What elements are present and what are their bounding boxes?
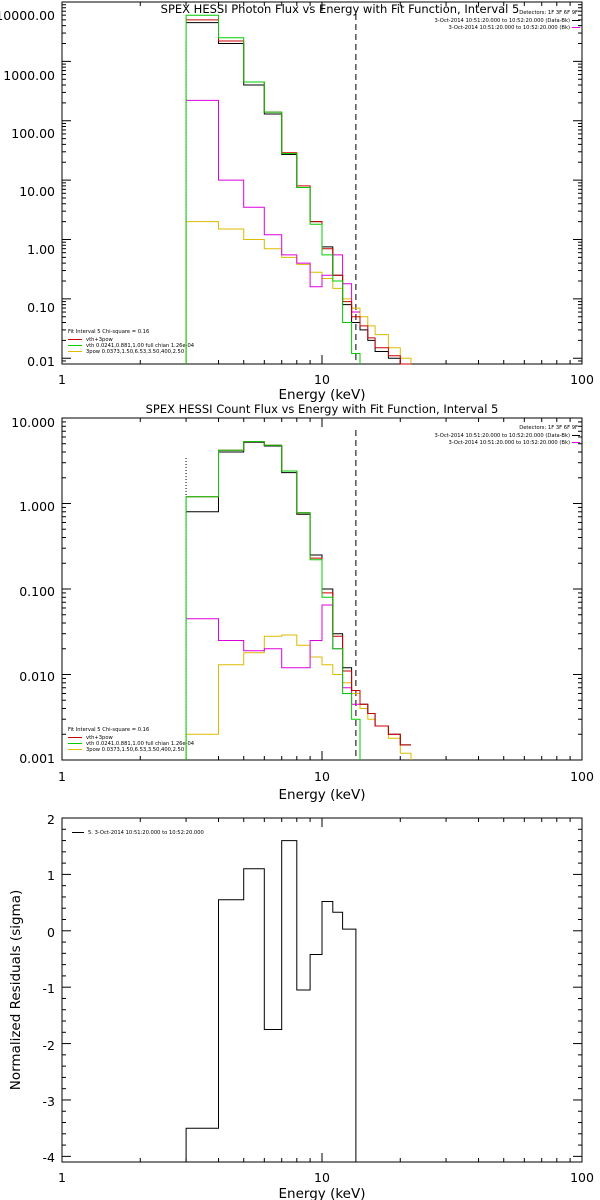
panel1-y-tick-label: 0.10: [27, 300, 55, 315]
panel1-legend-top: Detectors: 1F 3F 6F 9F 3-Oct-2014 10:51:…: [434, 10, 580, 31]
data-bk-histogram: [186, 22, 411, 365]
panel2-x-tick-label: 10: [314, 769, 330, 784]
panel2-x-tick-label: 100: [570, 769, 594, 784]
panel1-legend-vth: vth 0.0241,0.881,1.00 full chian 1.26e-0…: [86, 343, 195, 349]
panel3-x-tick-labels: 1 10 100: [58, 1170, 594, 1185]
panel2-y-tick-label: 0.100: [19, 584, 55, 599]
panel3-y-tick-label: 0: [47, 925, 55, 940]
panel1-plot-frame: [61, 1, 583, 365]
residuals-histogram: [185, 840, 357, 1162]
panel2-title: SPEX HESSI Count Flux vs Energy with Fit…: [146, 402, 499, 416]
panel2-y-tick-label: 0.010: [19, 669, 55, 684]
panel1-x-tick-labels: 1 10 100: [58, 372, 594, 387]
panel3-y-tick-label: -2: [43, 1038, 55, 1053]
panel1-tick-marks: [61, 1, 582, 365]
panel1-y-tick-label: 1.00: [27, 242, 55, 257]
panel1-legend-total: vth+3pow: [86, 337, 114, 343]
panel1-title: SPEX HESSI Photon Flux vs Energy with Fi…: [161, 2, 520, 16]
panel2-series: [185, 441, 412, 760]
panel3-x-tick-label: 10: [314, 1170, 330, 1185]
panel3-y-tick-label: 2: [47, 812, 55, 827]
panel3-y-axis-label: Normalized Residuals (sigma): [8, 890, 24, 1091]
panel3-x-tick-label: 100: [570, 1170, 594, 1185]
panel2-y-tick-label: 10.000: [11, 415, 55, 430]
panel1-y-tick-label: 100.00: [11, 126, 55, 141]
panel3-series: [185, 840, 357, 1162]
vth-3pow-histogram: [186, 441, 411, 746]
vth-histogram: [185, 441, 361, 760]
panel1-fit-range-lines: [185, 14, 357, 364]
panel2-legend-vth: vth 0.0241,0.881,1.00 full chian 1.26e-0…: [86, 741, 195, 747]
panel2-legend-total: vth+3pow: [86, 735, 114, 741]
panel2-x-tick-label: 1: [58, 769, 66, 784]
panel2-tick-marks: [61, 417, 582, 761]
panel1-y-tick-label: 10.00: [19, 184, 55, 199]
panel3-y-tick-label: 1: [47, 868, 55, 883]
panel3-plot-frame: [61, 817, 583, 1163]
photon-flux-panel: SPEX HESSI Photon Flux vs Energy with Fi…: [0, 1, 594, 403]
3pow-histogram: [185, 634, 412, 760]
panel3-y-tick-label: -3: [43, 1094, 55, 1109]
panel1-x-tick-label: 10: [314, 372, 330, 387]
panel1-x-tick-label: 1: [58, 372, 66, 387]
panel1-legend-bk: 3-Oct-2014 10:51:20.000 to 10:52:20.000 …: [449, 25, 570, 31]
residuals-panel: 2 1 0 -1 -2 -3 -4 1 10 100 Energy (keV) …: [8, 812, 594, 1200]
panel3-tick-marks: [61, 817, 582, 1162]
data-bk-histogram: [186, 441, 411, 746]
panel1-y-tick-labels: 10000.00 1000.00 100.00 10.00 1.00 0.10 …: [0, 8, 55, 369]
vth-3pow-histogram: [186, 19, 411, 365]
background-histogram: [186, 99, 360, 313]
panel2-y-tick-labels: 10.000 1.000 0.100 0.010 0.001: [11, 415, 55, 766]
background-histogram: [186, 604, 360, 705]
panel2-legend-top: Detectors: 1F 3F 6F 9F 3-Oct-2014 10:51:…: [434, 425, 580, 446]
panel2-fit-range-lines: [185, 430, 357, 760]
panel3-legend: 5. 3-Oct-2014 10:51:20.000 to 10:52:20.0…: [72, 830, 204, 836]
panel1-legend-fit-interval: Fit Interval 5 Chi-square = 0.16: [68, 329, 149, 335]
panel1-legend-detectors: Detectors: 1F 3F 6F 9F: [519, 10, 578, 16]
panel2-legend-data-bk: 3-Oct-2014 10:51:20.000 to 10:52:20.000 …: [434, 433, 570, 439]
panel1-y-tick-label: 1000.00: [3, 68, 55, 83]
panel2-legend-bottom: Fit Interval 5 Chi-square = 0.16 vth+3po…: [68, 727, 195, 753]
panel3-y-tick-label: -4: [43, 1150, 56, 1165]
panel3-y-tick-label: -1: [43, 981, 55, 996]
panel3-x-tick-label: 1: [58, 1170, 66, 1185]
panel1-x-tick-label: 100: [570, 372, 594, 387]
3pow-histogram: [185, 221, 412, 364]
panel2-x-tick-labels: 1 10 100: [58, 769, 594, 784]
panel2-legend-bk: 3-Oct-2014 10:51:20.000 to 10:52:20.000 …: [449, 440, 570, 446]
panel1-y-tick-label: 0.01: [27, 354, 55, 369]
panel3-y-tick-labels: 2 1 0 -1 -2 -3 -4: [43, 812, 56, 1165]
vth-histogram: [185, 14, 361, 364]
panel2-y-tick-label: 0.001: [19, 751, 55, 766]
panel1-y-tick-label: 10000.00: [0, 8, 55, 23]
panel1-legend-bottom: Fit Interval 5 Chi-square = 0.16 vth+3po…: [68, 329, 195, 355]
panel2-legend-3pow: 3pow 0.0373,1.50,6.53,3.50,400,2.50: [86, 747, 184, 753]
panel1-series: [185, 14, 412, 365]
count-flux-panel: SPEX HESSI Count Flux vs Energy with Fit…: [11, 402, 594, 803]
panel1-legend-data-bk: 3-Oct-2014 10:51:20.000 to 10:52:20.000 …: [434, 18, 570, 24]
panel2-y-tick-label: 1.000: [19, 499, 55, 514]
panel1-x-axis-label: Energy (keV): [279, 387, 366, 403]
panel1-legend-3pow: 3pow 0.0373,1.50,6.53,3.50,400,2.50: [86, 349, 184, 355]
panel2-legend-detectors: Detectors: 1F 3F 6F 9F: [519, 425, 578, 431]
panel3-legend-text: 5. 3-Oct-2014 10:51:20.000 to 10:52:20.0…: [88, 830, 204, 836]
panel2-legend-fit-interval: Fit Interval 5 Chi-square = 0.16: [68, 727, 149, 733]
panel2-x-axis-label: Energy (keV): [279, 787, 366, 803]
panel3-x-axis-label: Energy (keV): [279, 1186, 366, 1200]
